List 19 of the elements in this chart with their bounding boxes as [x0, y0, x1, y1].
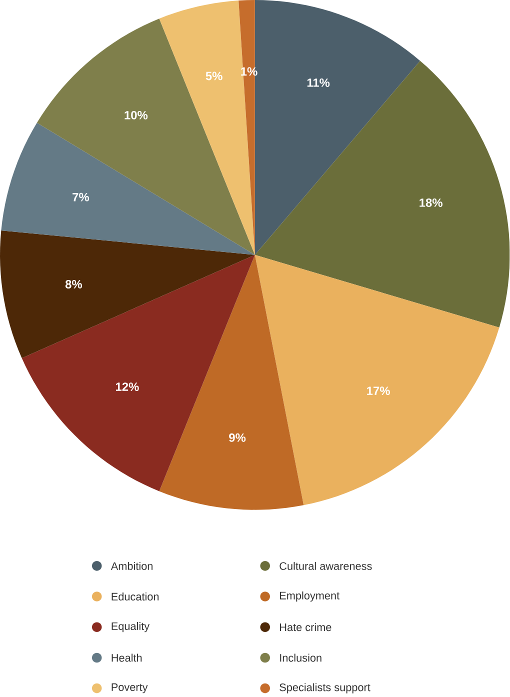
- data-label: 8%: [66, 280, 82, 288]
- data-label: 10%: [124, 110, 148, 120]
- data-label: 7%: [72, 192, 90, 202]
- data-label: 18%: [420, 198, 443, 207]
- data-label: 11%: [308, 78, 330, 87]
- legend-label: Specialists support: [280, 683, 370, 694]
- legend-label: Health: [112, 654, 142, 662]
- legend-label: Education: [112, 592, 159, 601]
- legend-label: Ambition: [111, 562, 153, 570]
- legend-label: Employment: [280, 591, 340, 602]
- data-label: 9%: [229, 433, 246, 442]
- data-label: 12%: [116, 382, 139, 391]
- legend-label: Cultural awareness: [280, 562, 372, 570]
- data-label: 17%: [367, 386, 390, 396]
- legend-label: Inclusion: [280, 654, 322, 662]
- legend-label: Hate crime: [280, 623, 332, 632]
- legend-label: Poverty: [112, 683, 148, 694]
- legend-label: Equality: [112, 622, 150, 632]
- data-label: 5%: [206, 72, 222, 80]
